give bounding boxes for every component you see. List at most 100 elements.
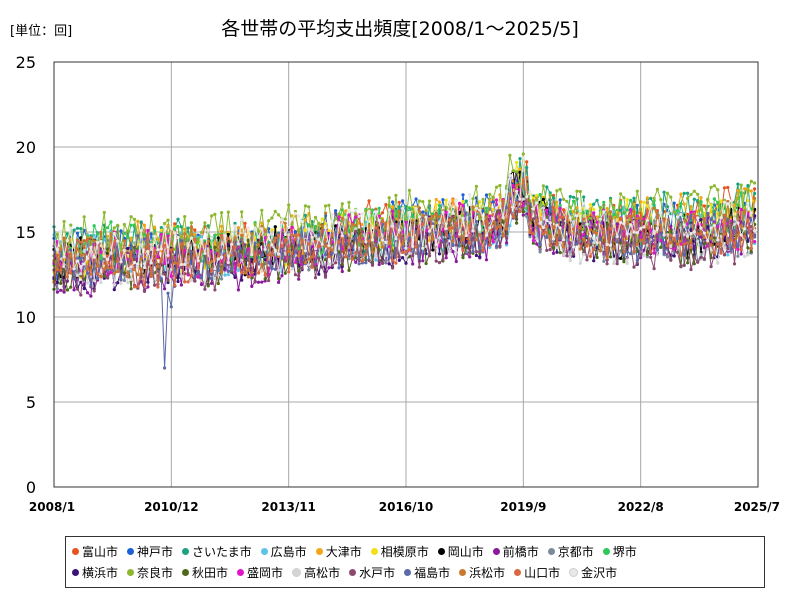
data-point [360,211,364,216]
data-point [210,281,214,285]
data-point [692,235,696,239]
data-point [213,276,217,281]
data-point [686,191,690,195]
data-point [494,185,499,189]
data-point [481,248,485,252]
data-point [478,246,482,250]
data-point [699,208,703,212]
data-point [210,260,214,264]
data-point [354,229,358,233]
data-point [444,198,448,202]
data-point [347,208,351,212]
data-point [330,229,334,233]
data-point [260,280,264,284]
data-point [287,233,291,237]
data-point [454,259,458,264]
data-point [380,261,385,265]
data-point [397,228,401,232]
legend-item: 堺市 [602,543,637,560]
data-point [535,201,539,205]
data-point [129,245,133,249]
data-point [142,289,147,293]
data-point [79,265,83,269]
data-point [535,198,539,202]
data-point [702,246,707,250]
data-point [679,265,683,269]
data-point [652,251,656,255]
data-point [69,285,73,289]
legend-label: 相模原市 [380,545,429,559]
data-point [189,225,193,229]
data-point [471,229,475,233]
data-point [407,248,411,252]
data-point [696,232,700,236]
data-point [652,206,656,210]
data-point [320,224,324,228]
data-point [421,200,425,204]
data-point [588,216,593,220]
legend-item: さいたま市 [182,543,252,560]
data-point [273,267,277,271]
data-point [347,254,351,258]
data-point [290,214,294,218]
data-point [149,274,153,279]
data-point [82,249,86,253]
data-point [397,258,401,262]
data-point [662,190,666,194]
legend-marker [370,548,378,555]
data-point [716,242,720,246]
data-point [528,235,532,239]
data-point [290,245,294,249]
data-point [122,248,126,253]
data-point [645,209,650,213]
data-point [696,260,700,264]
legend-item: 浜松市 [459,564,505,581]
data-point [494,206,499,210]
data-point [196,275,200,279]
data-point [401,250,405,255]
data-point [92,239,96,243]
data-point [350,223,354,227]
data-point [625,261,629,265]
data-point [340,216,344,220]
data-point [732,217,737,221]
legend-item: 福島市 [404,564,450,581]
data-point [129,277,133,281]
data-point [179,242,183,246]
data-point [652,231,656,235]
data-point [146,233,150,237]
data-point [699,196,703,200]
data-point [89,294,93,298]
data-point [367,209,371,213]
data-point [159,247,163,251]
data-point [645,204,650,208]
data-point [176,235,180,240]
data-point [270,267,274,271]
data-point [116,239,120,243]
data-point [216,269,220,273]
data-point [458,244,462,248]
data-point [344,234,348,238]
data-point [72,228,76,232]
data-point [75,287,80,291]
data-point [159,232,163,236]
data-point [129,269,133,273]
data-point [109,220,113,224]
data-point [75,226,80,230]
data-point [632,265,636,269]
data-point [427,199,432,203]
data-point [417,199,421,203]
data-point [153,283,157,287]
data-point [508,153,512,157]
data-point [743,187,747,191]
data-point [588,203,593,207]
data-point [320,242,324,246]
data-point [102,267,106,271]
data-point [528,202,532,206]
data-point [749,211,753,215]
data-point [220,255,224,259]
data-point [233,236,237,240]
data-point [92,279,96,283]
data-point [686,261,690,265]
data-point [525,165,529,170]
